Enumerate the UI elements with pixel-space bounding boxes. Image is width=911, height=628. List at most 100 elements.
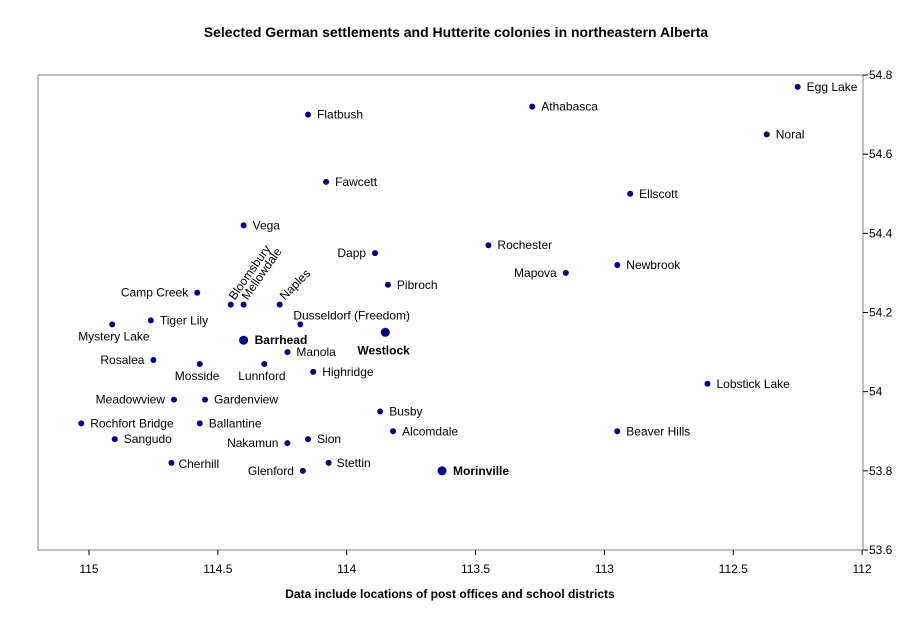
data-point-manola bbox=[284, 349, 291, 356]
data-point-rochester bbox=[485, 242, 492, 249]
data-point-westlock bbox=[380, 327, 390, 337]
data-point-naples bbox=[276, 301, 283, 308]
point-label: Dusseldorf (Freedom) bbox=[293, 308, 410, 322]
point-label: Nakamun bbox=[227, 436, 278, 450]
y-tick-label: 53.6 bbox=[869, 543, 893, 557]
point-label: Athabasca bbox=[541, 100, 598, 114]
y-tick-label: 54.4 bbox=[869, 226, 893, 240]
y-axis: 53.6 53.8 54 54.2 54.4 54.6 54.8 bbox=[863, 68, 893, 557]
data-point-newbrook bbox=[614, 262, 621, 268]
y-tick-label: 54.8 bbox=[869, 68, 893, 82]
data-point-nakamun bbox=[284, 440, 291, 447]
data-point-beaver-hills bbox=[614, 428, 621, 435]
data-point-vega bbox=[240, 222, 247, 229]
point-label: Sion bbox=[317, 432, 341, 446]
data-point-tiger-lily bbox=[147, 317, 154, 324]
chart-title: Selected German settlements and Hutterit… bbox=[204, 24, 709, 40]
point-label: Busby bbox=[389, 404, 422, 418]
point-label: Ellscott bbox=[639, 187, 678, 201]
point-label: Sangudo bbox=[124, 432, 172, 446]
data-point-noral bbox=[763, 131, 770, 138]
point-label: Beaver Hills bbox=[626, 424, 690, 438]
data-point-bloomsbury bbox=[227, 301, 234, 308]
y-tick-label: 54.6 bbox=[869, 147, 893, 161]
point-label: Flatbush bbox=[317, 108, 363, 122]
point-labels: Egg Lake Athabasca Flatbush Noral Fawcett Ell… bbox=[78, 80, 858, 478]
x-tick-label: 112.5 bbox=[719, 562, 748, 576]
data-point-gardenview bbox=[201, 396, 208, 403]
data-point-mellowdale bbox=[240, 301, 247, 308]
data-point-rosalea bbox=[150, 357, 157, 363]
point-label: Lunnford bbox=[238, 369, 285, 383]
data-point-barrhead bbox=[239, 335, 249, 345]
data-point-sion bbox=[305, 436, 312, 443]
data-point-camp-creek bbox=[194, 289, 201, 296]
point-label: Stettin bbox=[337, 456, 371, 470]
data-point-stettin bbox=[325, 459, 332, 466]
point-label: Alcomdale bbox=[402, 424, 458, 438]
point-label: Highridge bbox=[322, 365, 374, 379]
point-label: Cherhill bbox=[178, 457, 219, 471]
data-point-dapp bbox=[372, 250, 379, 257]
data-point-highridge bbox=[310, 368, 317, 375]
data-point-egg-lake bbox=[794, 83, 801, 90]
point-label: Glenford bbox=[248, 464, 294, 478]
data-point-ellscott bbox=[627, 190, 634, 197]
point-label: Ballantine bbox=[209, 416, 262, 430]
data-point-meadowview bbox=[171, 396, 178, 403]
data-point-cherhill bbox=[168, 459, 175, 466]
data-point-fawcett bbox=[323, 178, 330, 185]
point-label: Rochester bbox=[497, 238, 552, 252]
point-label: Egg Lake bbox=[807, 80, 858, 94]
data-point-morinville bbox=[437, 466, 447, 476]
x-tick-label: 112 bbox=[853, 562, 872, 576]
y-tick-label: 53.8 bbox=[869, 464, 893, 478]
data-point-lobstick-lake bbox=[704, 380, 711, 387]
data-point-busby bbox=[377, 408, 384, 415]
point-label: Dapp bbox=[337, 246, 366, 260]
point-label: Gardenview bbox=[214, 393, 278, 407]
point-label: Westlock bbox=[357, 343, 410, 357]
point-label: Rosalea bbox=[100, 353, 144, 367]
data-point-ballantine bbox=[196, 420, 203, 427]
point-label: Morinville bbox=[453, 464, 509, 478]
point-label: Mystery Lake bbox=[78, 329, 150, 343]
y-tick-label: 54 bbox=[869, 385, 883, 399]
data-point-alcomdale bbox=[390, 428, 397, 435]
data-point-sangudo bbox=[111, 436, 118, 443]
data-point-mystery-lake bbox=[109, 321, 116, 328]
data-point-mosside bbox=[196, 360, 203, 367]
point-label: Mapova bbox=[514, 266, 557, 280]
x-axis: 115 114.5 114 113.5 113 112.5 112 bbox=[79, 550, 872, 576]
y-tick-label: 54.2 bbox=[869, 306, 893, 320]
x-tick-label: 113.5 bbox=[461, 562, 490, 576]
point-label: Newbrook bbox=[626, 258, 681, 272]
point-label: Barrhead bbox=[255, 333, 308, 347]
point-label: Pibroch bbox=[397, 278, 438, 292]
x-tick-label: 115 bbox=[79, 562, 98, 576]
x-tick-label: 113 bbox=[595, 562, 614, 576]
point-label: Noral bbox=[776, 127, 805, 141]
plot-area bbox=[37, 74, 864, 551]
data-point-flatbush bbox=[305, 111, 312, 118]
data-point-mapova bbox=[562, 269, 569, 276]
x-axis-label: Data include locations of post offices a… bbox=[285, 587, 615, 601]
data-point-rochfort-bridge bbox=[78, 420, 85, 427]
x-tick-label: 114 bbox=[337, 562, 356, 576]
data-point-glenford bbox=[299, 467, 306, 474]
point-label: Fawcett bbox=[335, 175, 378, 189]
point-label: Rochfort Bridge bbox=[90, 416, 174, 430]
point-label: Camp Creek bbox=[121, 286, 189, 300]
data-point-pibroch bbox=[384, 281, 391, 288]
point-label: Vega bbox=[253, 218, 281, 232]
point-label: Manola bbox=[296, 345, 336, 359]
point-label: Lobstick Lake bbox=[716, 377, 790, 391]
data-point-athabasca bbox=[529, 103, 536, 110]
data-point-lunnford bbox=[261, 360, 268, 367]
point-label: Meadowview bbox=[96, 393, 166, 407]
point-label: Tiger Lily bbox=[160, 313, 208, 327]
data-point-dusseldorf-freedom bbox=[297, 321, 304, 328]
data-points bbox=[78, 83, 801, 476]
